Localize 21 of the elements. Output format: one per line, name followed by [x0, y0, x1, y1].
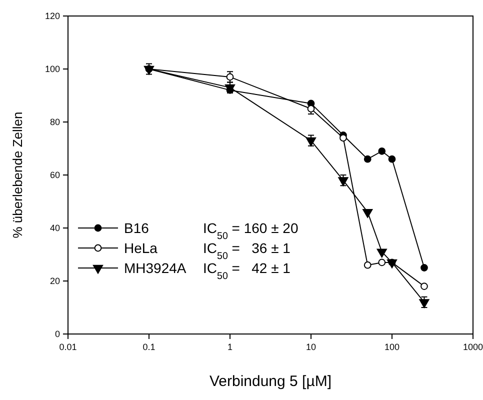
x-axis-title: Verbindung 5 [µM]	[209, 373, 332, 390]
y-tick-label: 100	[44, 64, 60, 74]
annotation: IC$_{50}$ = 36 ± 1	[203, 240, 291, 262]
y-tick-label: 60	[50, 170, 60, 180]
y-tick-label: 40	[50, 222, 60, 233]
x-tick-label: 1	[227, 342, 233, 352]
legend-label: B16	[124, 220, 150, 236]
y-tick-label: 120	[44, 10, 60, 21]
x-tick-label: 10	[306, 342, 316, 352]
x-tick-label: 0.1	[142, 342, 156, 352]
annotation: IC$_{50}$ = 160 ± 20	[203, 220, 298, 242]
x-tick-label: 0.01	[59, 342, 77, 352]
x-tick-label: 1000	[462, 342, 483, 352]
y-axis-title: % überlebende Zellen	[10, 112, 25, 238]
legend-label: HeLa	[124, 240, 158, 256]
annotation: IC$_{50}$ = 42 ± 1	[203, 260, 291, 282]
y-tick-label: 80	[50, 116, 60, 127]
y-tick-label: 20	[50, 276, 60, 286]
x-tick-label: 100	[384, 342, 400, 352]
y-tick-label: 0	[54, 328, 60, 339]
legend-label: MH3924A	[124, 260, 187, 276]
